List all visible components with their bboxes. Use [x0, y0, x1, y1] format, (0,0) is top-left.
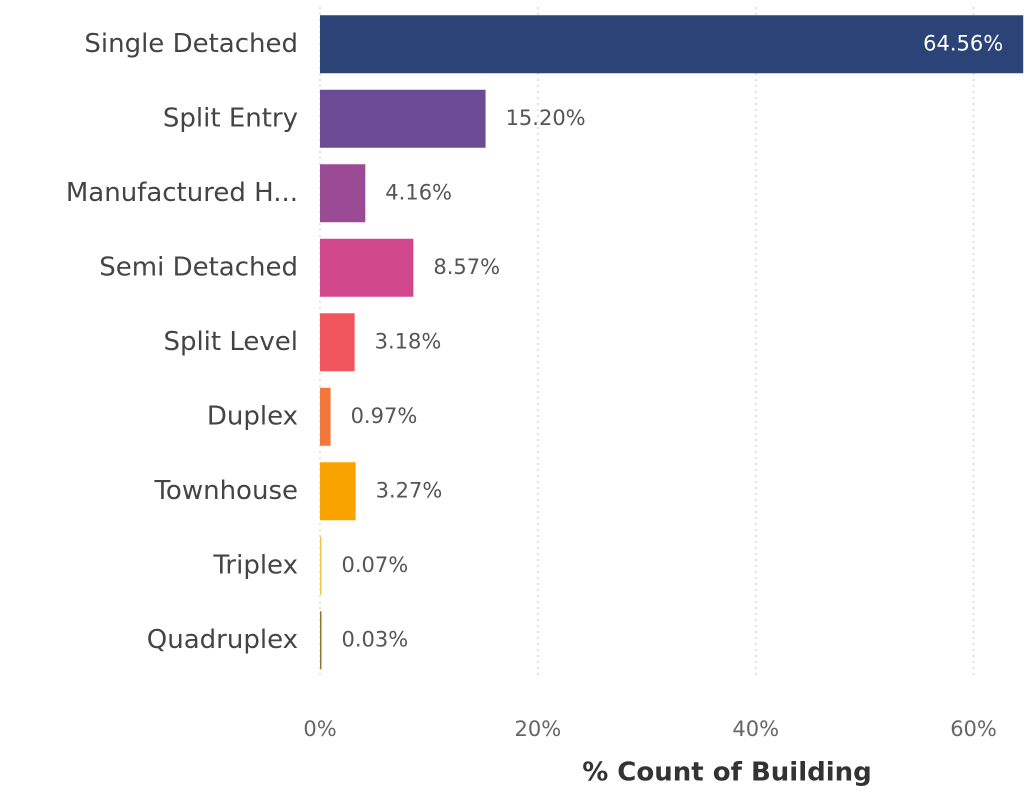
bar: [320, 313, 355, 372]
x-tick-label: 0%: [303, 717, 336, 741]
bar: [320, 15, 1024, 74]
value-label: 15.20%: [506, 106, 586, 130]
value-label: 3.27%: [376, 478, 443, 502]
value-label: 4.16%: [385, 180, 452, 204]
y-tick-label: Split Entry: [163, 103, 298, 133]
y-tick-label: Split Level: [163, 327, 298, 357]
y-tick-label: Quadruplex: [147, 625, 298, 655]
value-label: 0.97%: [351, 404, 418, 428]
bar: [320, 238, 414, 297]
x-tick-label: 60%: [950, 717, 997, 741]
value-label: 8.57%: [433, 255, 500, 279]
y-tick-label: Semi Detached: [99, 252, 298, 282]
y-tick-label: Townhouse: [153, 476, 298, 506]
y-tick-label: Duplex: [207, 401, 298, 431]
value-label: 0.07%: [342, 553, 409, 577]
y-tick-label: Manufactured H...: [66, 178, 298, 208]
y-tick-label: Triplex: [212, 550, 298, 580]
x-axis-title: % Count of Building: [582, 758, 872, 788]
bar: [320, 387, 331, 446]
x-tick-label: 40%: [732, 717, 779, 741]
bar: [320, 462, 356, 521]
value-label: 64.56%: [923, 31, 1003, 55]
value-label: 3.18%: [375, 329, 442, 353]
bar: [320, 611, 322, 670]
y-tick-label: Single Detached: [84, 29, 298, 59]
bar: [320, 164, 366, 223]
bar: [320, 89, 486, 148]
value-label: 0.03%: [342, 627, 409, 651]
bar: [320, 536, 322, 595]
x-tick-label: 20%: [515, 717, 562, 741]
